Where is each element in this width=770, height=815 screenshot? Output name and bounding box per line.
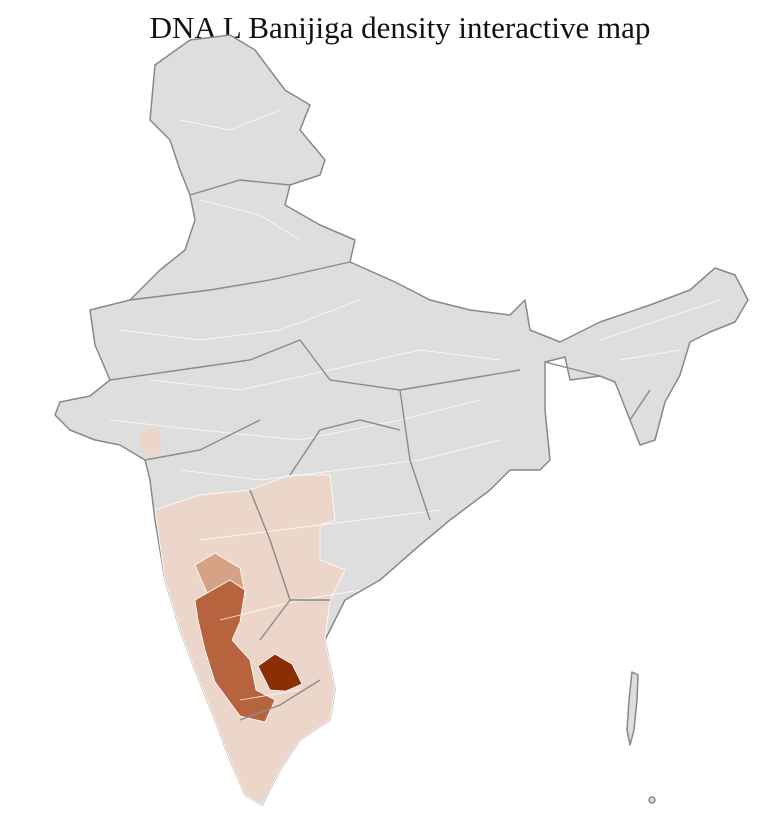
state-borders [109, 179, 651, 721]
density-level-1-region[interactable] [154, 474, 346, 806]
density-level-1-gujarat[interactable] [140, 428, 162, 460]
density-level-4-region[interactable] [257, 653, 303, 692]
nicobar-islands[interactable] [648, 796, 656, 804]
density-layer [140, 428, 346, 806]
andaman-islands[interactable] [626, 671, 639, 746]
density-level-3-region[interactable] [194, 579, 276, 723]
